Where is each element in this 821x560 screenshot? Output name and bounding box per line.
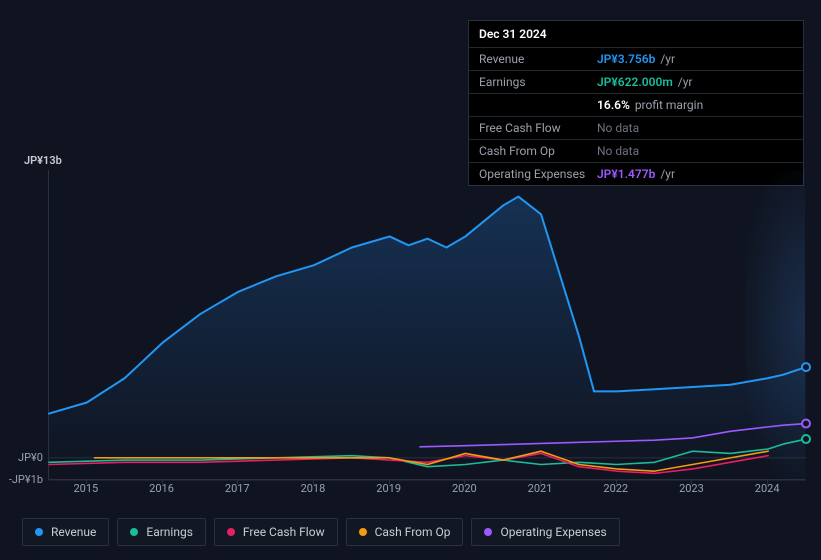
tooltip-row-label: Cash From Op xyxy=(479,144,597,158)
tooltip-row-value: JP¥622.000m /yr xyxy=(597,75,793,89)
chart-tooltip: Dec 31 2024 RevenueJP¥3.756b /yrEarnings… xyxy=(468,20,804,186)
tooltip-row: Cash From OpNo data xyxy=(469,139,803,162)
tooltip-row: RevenueJP¥3.756b /yr xyxy=(469,47,803,70)
legend-swatch xyxy=(359,528,367,536)
legend-item-opex[interactable]: Operating Expenses xyxy=(471,518,619,546)
tooltip-date: Dec 31 2024 xyxy=(469,21,803,47)
legend-item-fcf[interactable]: Free Cash Flow xyxy=(214,518,338,546)
legend-swatch xyxy=(130,528,138,536)
legend-label: Revenue xyxy=(51,525,96,539)
tooltip-row: Free Cash FlowNo data xyxy=(469,116,803,139)
tooltip-row-value: No data xyxy=(597,144,793,158)
tooltip-rows: RevenueJP¥3.756b /yrEarningsJP¥622.000m … xyxy=(469,47,803,185)
tooltip-row: EarningsJP¥622.000m /yr xyxy=(469,70,803,93)
tooltip-row-value: JP¥3.756b /yr xyxy=(597,52,793,66)
legend-swatch xyxy=(227,528,235,536)
tooltip-row-label xyxy=(479,98,597,112)
financials-chart: JP¥13b JP¥0-JP¥1b xyxy=(16,170,805,480)
legend-item-cfo[interactable]: Cash From Op xyxy=(346,518,464,546)
y-axis-tick-label: JP¥0 xyxy=(18,451,43,464)
tooltip-row-label: Free Cash Flow xyxy=(479,121,597,135)
chart-svg xyxy=(49,170,806,480)
legend-label: Cash From Op xyxy=(375,525,451,539)
tooltip-row-label: Revenue xyxy=(479,52,597,66)
legend-label: Free Cash Flow xyxy=(243,525,325,539)
tooltip-row-value: 16.6% profit margin xyxy=(597,98,793,112)
legend-swatch xyxy=(35,528,43,536)
y-axis-max-label: JP¥13b xyxy=(24,154,62,167)
legend-item-earnings[interactable]: Earnings xyxy=(117,518,206,546)
y-axis-tick-label: -JP¥1b xyxy=(9,473,43,486)
chart-legend: Revenue Earnings Free Cash Flow Cash From O… xyxy=(22,518,620,546)
tooltip-row: 16.6% profit margin xyxy=(469,93,803,116)
legend-label: Operating Expenses xyxy=(500,525,606,539)
legend-item-revenue[interactable]: Revenue xyxy=(22,518,109,546)
tooltip-row-value: No data xyxy=(597,121,793,135)
plot-area[interactable]: JP¥0-JP¥1b xyxy=(48,170,805,480)
tooltip-row-label: Earnings xyxy=(479,75,597,89)
legend-label: Earnings xyxy=(146,525,193,539)
x-axis: 2015201620172018201920202021202220232024 xyxy=(48,482,805,498)
legend-swatch xyxy=(484,528,492,536)
